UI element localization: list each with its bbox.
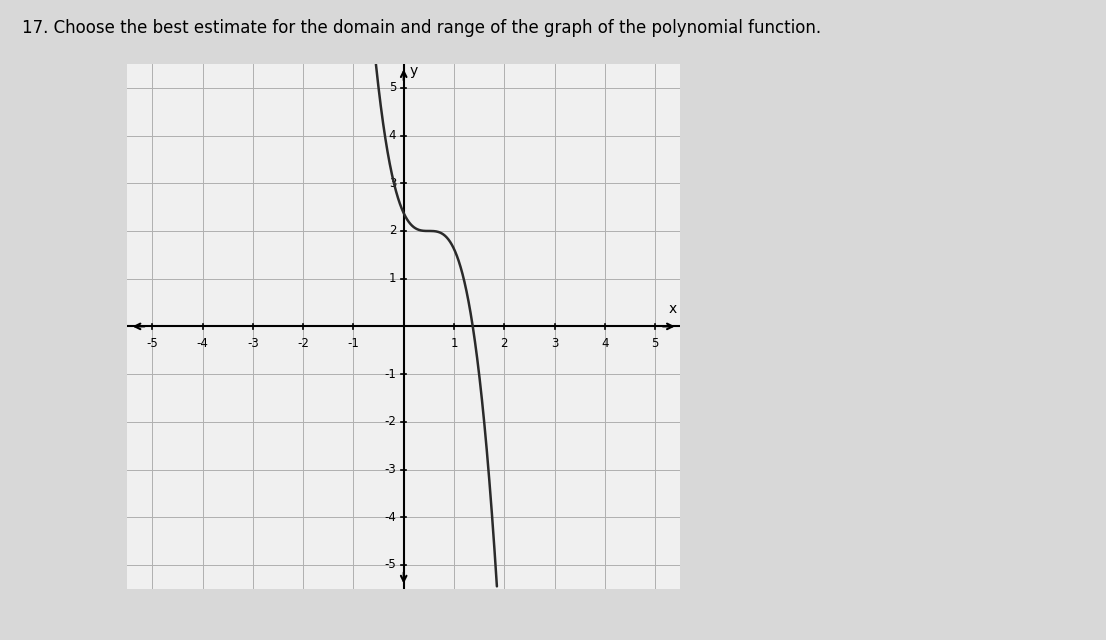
Text: -2: -2 [298,337,309,350]
Text: -1: -1 [384,367,396,381]
Text: -4: -4 [384,511,396,524]
Text: 17. Choose the best estimate for the domain and range of the graph of the polyno: 17. Choose the best estimate for the dom… [22,19,822,37]
Text: -2: -2 [384,415,396,428]
Text: 2: 2 [388,225,396,237]
Text: 1: 1 [450,337,458,350]
Text: 5: 5 [651,337,659,350]
Text: 4: 4 [601,337,608,350]
Text: 4: 4 [388,129,396,142]
Text: -1: -1 [347,337,359,350]
Text: -5: -5 [146,337,158,350]
Text: -3: -3 [385,463,396,476]
Text: x: x [668,302,677,316]
Text: 3: 3 [389,177,396,190]
Text: -5: -5 [385,559,396,572]
Text: -3: -3 [247,337,259,350]
Text: y: y [409,64,418,78]
Text: 3: 3 [551,337,559,350]
Text: -4: -4 [197,337,209,350]
Text: 1: 1 [388,272,396,285]
Text: 2: 2 [501,337,508,350]
Text: 5: 5 [389,81,396,94]
